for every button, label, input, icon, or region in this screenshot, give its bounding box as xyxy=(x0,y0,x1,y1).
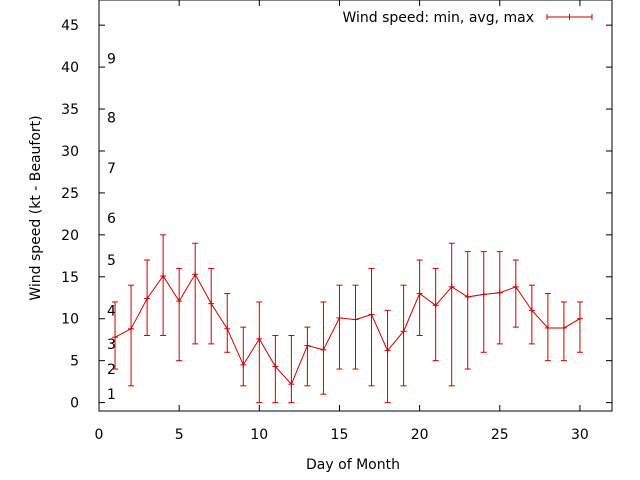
legend: Wind speed: min, avg, max xyxy=(342,10,593,26)
y-tick-label: 35 xyxy=(61,102,79,118)
beaufort-label: 6 xyxy=(107,211,116,227)
y-tick-label: 40 xyxy=(61,60,79,76)
data-series xyxy=(112,234,583,404)
legend-label: Wind speed: min, avg, max xyxy=(342,10,534,26)
y-tick-label: 30 xyxy=(61,144,79,160)
x-tick-label: 15 xyxy=(331,427,349,443)
y-tick-label: 20 xyxy=(61,228,79,244)
avg-line xyxy=(114,273,581,386)
x-axis: 0 5 10 15 20 25 30 xyxy=(95,0,589,443)
x-tick-label: 0 xyxy=(95,427,104,443)
beaufort-label: 8 xyxy=(107,110,116,126)
beaufort-label: 3 xyxy=(107,337,116,353)
y-tick-label: 0 xyxy=(70,396,79,412)
beaufort-label: 5 xyxy=(107,253,116,269)
beaufort-label: 7 xyxy=(107,161,116,177)
beaufort-label: 2 xyxy=(107,362,116,378)
x-tick-label: 5 xyxy=(175,427,184,443)
y-tick-label: 15 xyxy=(61,270,79,286)
beaufort-label: 9 xyxy=(107,52,116,68)
x-tick-label: 20 xyxy=(411,427,429,443)
legend-key xyxy=(546,14,593,20)
y-tick-label: 10 xyxy=(61,312,79,328)
y-tick-label: 5 xyxy=(70,354,79,370)
x-tick-label: 25 xyxy=(491,427,509,443)
beaufort-label: 4 xyxy=(107,303,116,319)
beaufort-label: 1 xyxy=(107,387,116,403)
y-tick-label: 25 xyxy=(61,186,79,202)
beaufort-scale: 1 2 3 4 5 6 7 8 9 xyxy=(107,52,116,404)
y-axis-label: Wind speed (kt - Beaufort) xyxy=(28,115,44,300)
x-tick-label: 10 xyxy=(250,427,268,443)
y-tick-label: 45 xyxy=(61,18,79,34)
x-tick-label: 30 xyxy=(571,427,589,443)
x-axis-label: Day of Month xyxy=(306,457,400,473)
plot-frame xyxy=(98,0,613,412)
